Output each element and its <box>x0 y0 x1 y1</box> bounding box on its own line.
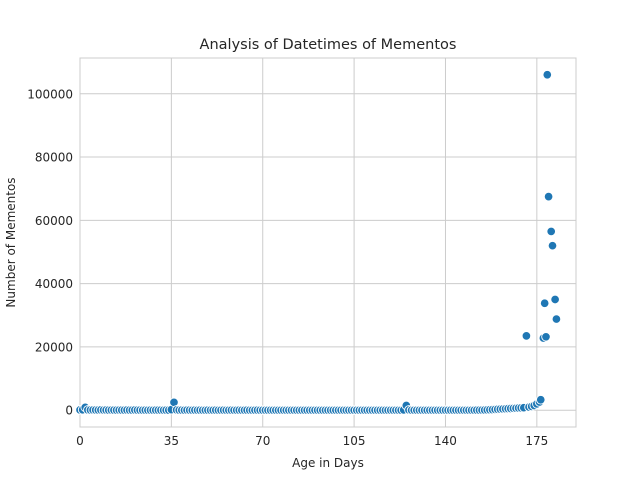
x-tick-label: 35 <box>164 434 179 448</box>
x-tick-labels: 0 35 70 105 140 175 <box>76 434 548 448</box>
data-point <box>546 226 556 237</box>
x-tick-label: 140 <box>434 434 457 448</box>
y-tick-label: 20000 <box>35 340 73 354</box>
y-tick-label: 100000 <box>27 87 73 101</box>
x-tick-label: 0 <box>76 434 84 448</box>
y-tick-labels: 0 20000 40000 60000 80000 100000 <box>27 87 73 417</box>
y-tick-label: 0 <box>65 404 73 418</box>
y-tick-label: 60000 <box>35 214 73 228</box>
chart-title: Analysis of Datetimes of Mementos <box>200 37 457 53</box>
y-axis-label: Number of Mementos <box>4 177 18 307</box>
data-point <box>539 298 550 309</box>
data-point <box>536 395 546 405</box>
data-point <box>550 294 560 305</box>
data-point <box>541 332 551 342</box>
data-points <box>75 70 562 415</box>
data-point <box>542 70 553 80</box>
plot-frame <box>79 57 577 428</box>
x-axis-label: Age in Days <box>292 456 364 470</box>
x-tick-label: 105 <box>343 434 366 448</box>
data-point <box>543 191 554 202</box>
plot-area <box>80 58 576 427</box>
data-point <box>547 240 558 251</box>
x-tick-label: 70 <box>255 434 270 448</box>
data-point <box>521 331 532 341</box>
data-point <box>551 314 562 324</box>
y-tick-label: 80000 <box>35 151 73 165</box>
y-tick-label: 40000 <box>35 277 73 291</box>
x-tick-label: 175 <box>525 434 548 448</box>
